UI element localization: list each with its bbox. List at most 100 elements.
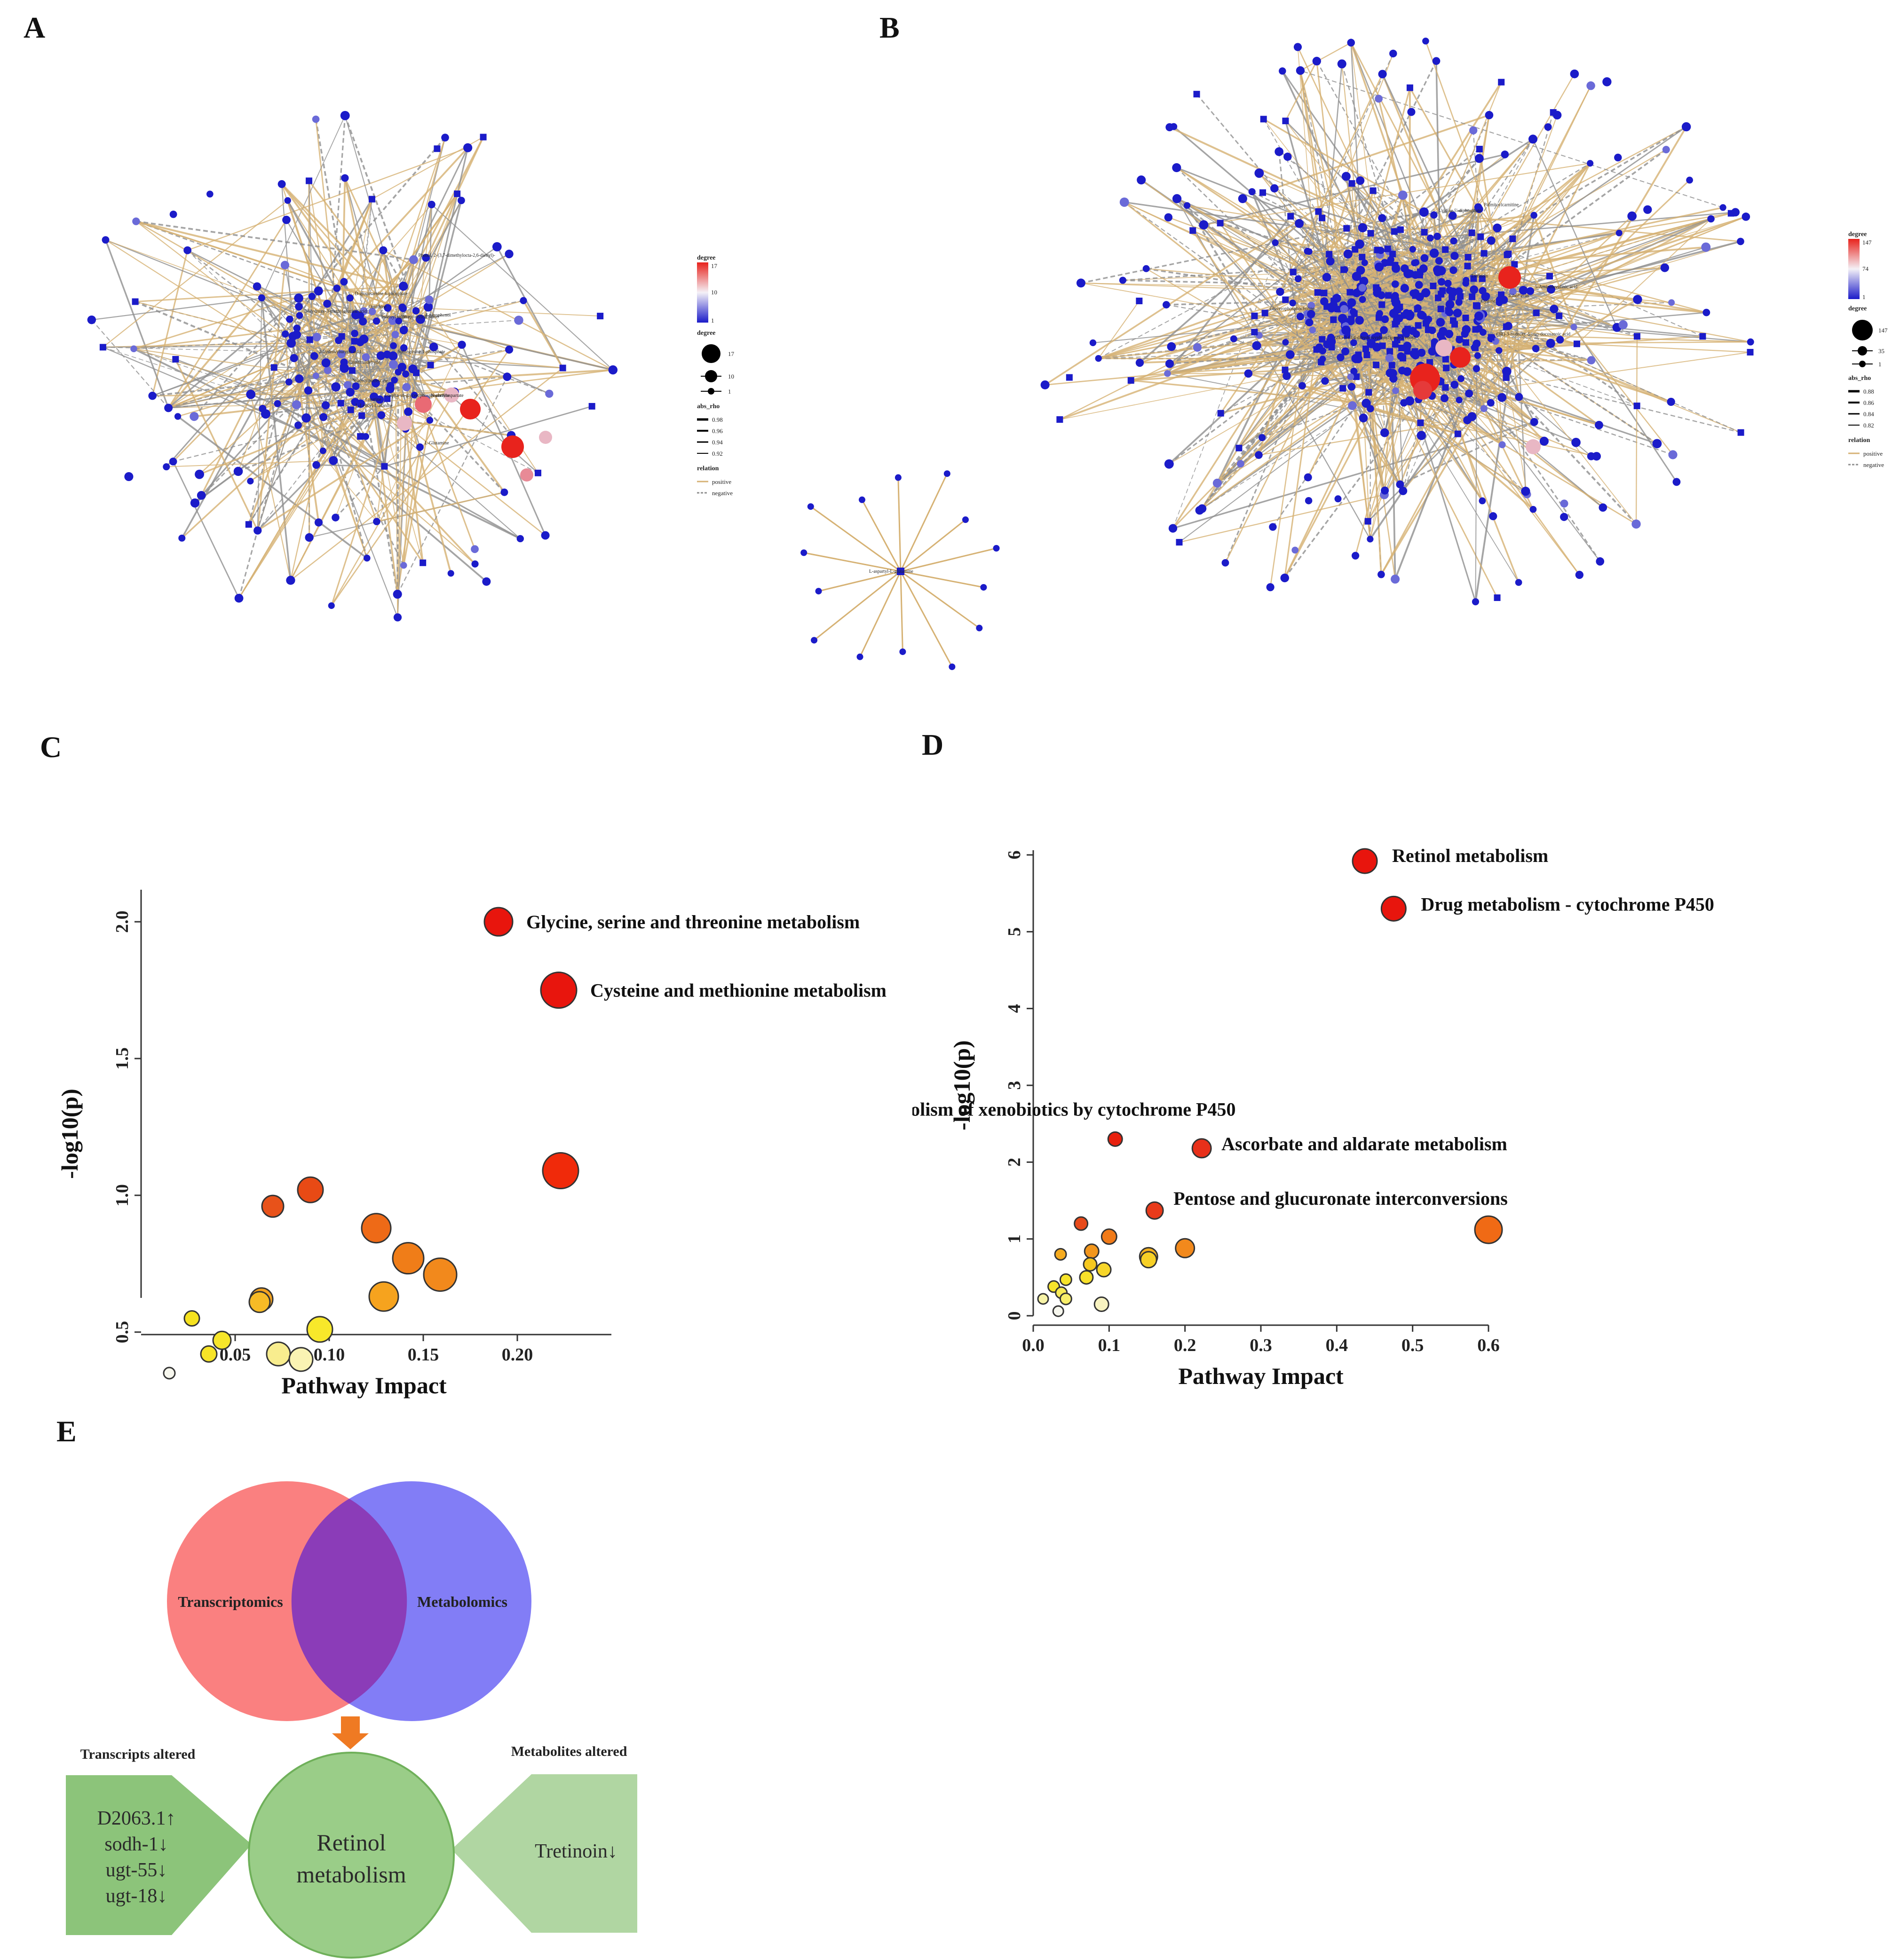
positive-edge: [376, 491, 505, 522]
network-node: [1480, 250, 1488, 257]
down-arrow-icon: [332, 1716, 369, 1749]
network-node: [1391, 228, 1398, 235]
negative-edge: [350, 200, 462, 411]
network-node: [1358, 223, 1368, 233]
network-node: [397, 363, 407, 372]
network-node: [1529, 506, 1537, 513]
chart-d-ylabel: -log10(p): [949, 1040, 975, 1130]
network-node: [1450, 380, 1459, 389]
network-node: [329, 456, 338, 465]
positive-edge: [316, 198, 373, 338]
negative-edge: [1202, 349, 1452, 509]
positive-edge: [1449, 216, 1746, 305]
y-tick-label: 6: [1005, 851, 1024, 860]
network-node: [1571, 438, 1581, 447]
negative-edge: [1081, 211, 1425, 284]
network-node: [1306, 310, 1315, 318]
positive-edge: [151, 250, 189, 396]
x-tick-label: 0.5: [1401, 1336, 1424, 1355]
network-node: [1343, 249, 1353, 259]
pathway-label: Cysteine and methionine metabolism: [590, 980, 887, 1001]
legend-b-rho-value: 0.86: [1863, 399, 1874, 406]
network-node: [1502, 366, 1512, 376]
positive-edge: [1284, 345, 1408, 578]
positive-edge: [1347, 253, 1481, 319]
network-node: [312, 372, 319, 379]
negative-edge: [287, 200, 391, 390]
network-node: [408, 364, 418, 373]
network-node: [183, 246, 192, 254]
network-node: [1340, 305, 1348, 313]
hub-node: [501, 435, 524, 458]
negative-edge: [335, 387, 366, 437]
network-node: [1392, 387, 1399, 395]
hub-node: [460, 399, 481, 419]
positive-edge: [522, 300, 564, 369]
positive-edge: [296, 327, 430, 421]
positive-edge: [859, 571, 902, 657]
negative-edge: [1346, 176, 1409, 274]
network-node: [132, 217, 140, 225]
network-node: [274, 400, 281, 407]
positive-edge: [416, 344, 463, 374]
y-tick-label: 0: [1005, 1312, 1024, 1320]
network-node: [324, 366, 332, 374]
network-node: [148, 391, 157, 400]
node-label: Riboflavin: [1509, 293, 1529, 299]
negative-edge: [187, 250, 364, 340]
network-node: [1378, 570, 1385, 578]
network-node: [234, 593, 244, 603]
network-node: [295, 374, 304, 383]
network-node: [312, 332, 321, 341]
network-node: [1259, 189, 1267, 196]
network-node: [1304, 247, 1311, 255]
positive-edge: [897, 477, 902, 572]
network-node: [337, 350, 346, 358]
network-node: [412, 307, 420, 315]
positive-edge: [1302, 385, 1472, 418]
network-node: [99, 344, 106, 351]
network-node: [458, 197, 465, 205]
negative-edge: [1285, 120, 1383, 219]
pathway-label: Glycine, serine and threonine metabolism: [526, 911, 860, 933]
network-node: [943, 470, 950, 477]
network-node: [1236, 460, 1244, 468]
network-node: [1362, 398, 1371, 408]
node-label: Propionylcarnitine: [404, 315, 439, 320]
negative-edge: [187, 250, 380, 400]
network-b-legend: degree 147 74 1 degree 147 35 1 abs_rho …: [1848, 231, 1888, 468]
positive-edge: [355, 200, 462, 387]
pathway-bubble: [1054, 1248, 1067, 1261]
network-a-nodes: [87, 111, 618, 622]
network-node: [1248, 188, 1256, 196]
network-node: [388, 316, 397, 325]
network-node: [1414, 306, 1421, 313]
network-node: [1462, 315, 1469, 322]
negative-edge: [1445, 249, 1638, 337]
legend-a-color-bar: [697, 262, 708, 323]
negative-edge: [261, 298, 292, 581]
network-node: [383, 350, 391, 359]
network-node: [246, 389, 256, 399]
pathway-bubble: [1145, 1201, 1164, 1220]
network-node: [1347, 383, 1356, 391]
network-node: [1515, 579, 1522, 586]
network-node: [356, 399, 365, 408]
positive-edge: [1576, 218, 1711, 344]
network-node: [1681, 122, 1691, 132]
legend-a-relation-value: positive: [712, 478, 731, 485]
negative-edge: [1316, 61, 1458, 314]
negative-edge: [91, 319, 169, 409]
network-node: [1747, 348, 1754, 356]
network-node: [588, 403, 595, 410]
x-tick-label: 0.1: [1098, 1336, 1121, 1355]
negative-edge: [405, 300, 430, 387]
pathway-label: Pentose and glucuronate interconversions: [1173, 1188, 1508, 1209]
network-node: [1429, 248, 1439, 258]
network-node: [1488, 334, 1495, 341]
network-node: [1305, 497, 1313, 505]
network-panel-b: B (2E)-3-(3,4-dihydroxyphenyl)prop-2-eno…: [879, 11, 1888, 606]
x-tick-label: 0.0: [1022, 1336, 1045, 1355]
isolated-hub-label: L-aspartyl-L-glutamine: [869, 569, 913, 574]
network-node: [520, 297, 527, 304]
